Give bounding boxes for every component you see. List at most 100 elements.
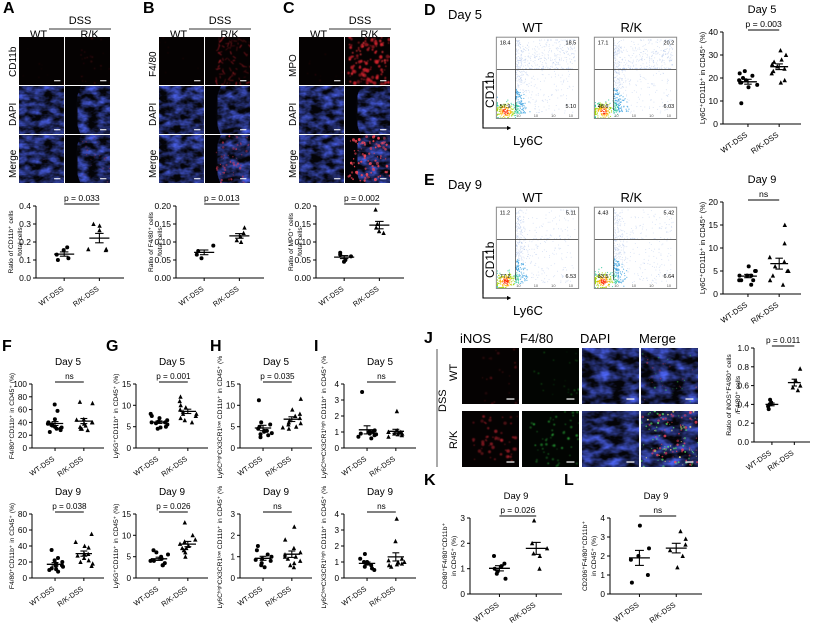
svg-text:Day 9: Day 9	[159, 487, 186, 498]
svg-text:0: 0	[713, 119, 718, 129]
svg-text:WT-DSS: WT-DSS	[719, 300, 749, 324]
svg-text:R/K-DSS: R/K-DSS	[56, 584, 86, 608]
svg-text:ns: ns	[653, 505, 662, 515]
svg-text:20: 20	[708, 197, 718, 207]
svg-text:WT-DSS: WT-DSS	[612, 600, 641, 624]
svg-text:p = 0.026: p = 0.026	[500, 505, 535, 515]
svg-text:0: 0	[334, 574, 339, 583]
svg-text:4: 4	[334, 510, 339, 519]
svg-text:60: 60	[18, 406, 28, 415]
svg-text:20.2: 20.2	[664, 41, 675, 47]
svg-text:Ly6CʰⁱᵍʰCX3CR1ˡᵒʷ CD11b⁺ in CD: Ly6CʰⁱᵍʰCX3CR1ˡᵒʷ CD11b⁺ in CD45⁺ (%)	[216, 486, 224, 608]
svg-text:R/K-DSS: R/K-DSS	[160, 454, 190, 478]
svg-text:5: 5	[230, 423, 235, 432]
svg-text:10: 10	[122, 401, 132, 410]
svg-text:40: 40	[708, 27, 718, 37]
svg-text:Day 9: Day 9	[263, 487, 290, 498]
svg-text:/total cells: /total cells	[17, 227, 24, 257]
svg-text:Day 5: Day 5	[748, 4, 777, 16]
svg-text:0.8: 0.8	[737, 362, 749, 372]
svg-text:0: 0	[22, 444, 27, 453]
svg-text:0.20: 0.20	[154, 201, 171, 211]
svg-text:18.5: 18.5	[566, 41, 577, 47]
svg-text:WT-DSS: WT-DSS	[132, 584, 161, 608]
svg-text:40: 40	[18, 418, 28, 427]
svg-text:Ly6G⁺CD11b⁺ in CD45⁺ (%): Ly6G⁺CD11b⁺ in CD45⁺ (%)	[113, 504, 120, 589]
svg-text:60: 60	[18, 526, 28, 535]
svg-text:R/K-DSS: R/K-DSS	[56, 454, 86, 478]
svg-text:3: 3	[460, 513, 465, 523]
svg-text:5.11: 5.11	[566, 211, 576, 217]
svg-text:0.0: 0.0	[737, 437, 749, 447]
svg-text:0: 0	[126, 574, 131, 583]
svg-text:2: 2	[334, 542, 339, 551]
svg-text:5.10: 5.10	[566, 104, 577, 110]
svg-text:Ly6CˡᵒʷCX3CR1ʰⁱᵍʰ CD11b⁺ in CD: Ly6CˡᵒʷCX3CR1ʰⁱᵍʰ CD11b⁺ in CD45⁺ (%)	[320, 486, 328, 608]
svg-text:2: 2	[460, 538, 465, 548]
svg-text:p = 0.038: p = 0.038	[52, 502, 87, 511]
svg-text:ns: ns	[377, 502, 386, 511]
svg-text:p = 0.002: p = 0.002	[344, 193, 380, 203]
svg-text:4: 4	[334, 380, 339, 389]
svg-text:/total cells: /total cells	[157, 227, 164, 257]
svg-text:1.0: 1.0	[737, 343, 749, 353]
svg-text:WT-DSS: WT-DSS	[317, 284, 346, 308]
svg-text:18.4: 18.4	[500, 41, 511, 47]
svg-text:10: 10	[226, 401, 236, 410]
svg-text:0: 0	[230, 574, 235, 583]
svg-text:15: 15	[226, 380, 236, 389]
svg-text:R/K-DSS: R/K-DSS	[368, 584, 398, 608]
svg-text:10: 10	[708, 243, 718, 253]
svg-text:2: 2	[600, 551, 605, 561]
svg-text:80: 80	[18, 510, 28, 519]
svg-text:Ly6C⁺CD11b⁺ in CD45⁺ (%): Ly6C⁺CD11b⁺ in CD45⁺ (%)	[698, 32, 707, 124]
svg-text:0.4: 0.4	[19, 201, 31, 211]
svg-text:10: 10	[708, 96, 718, 106]
svg-text:0.2: 0.2	[737, 418, 749, 428]
svg-text:Ly6C⁺CD11b⁺ in CD45⁺ (%): Ly6C⁺CD11b⁺ in CD45⁺ (%)	[698, 202, 707, 294]
svg-text:Day 5: Day 5	[159, 357, 186, 368]
svg-text:15: 15	[122, 380, 132, 389]
svg-text:0: 0	[126, 444, 131, 453]
svg-text:p = 0.026: p = 0.026	[156, 502, 191, 511]
svg-text:Day 9: Day 9	[644, 491, 669, 502]
svg-text:WT-DSS: WT-DSS	[236, 454, 265, 478]
svg-text:ns: ns	[377, 372, 386, 381]
svg-text:p = 0.003: p = 0.003	[745, 19, 782, 29]
svg-text:WT-DSS: WT-DSS	[132, 454, 161, 478]
svg-text:3: 3	[334, 526, 339, 535]
svg-text:Day 9: Day 9	[504, 491, 529, 502]
svg-text:0: 0	[334, 444, 339, 453]
svg-text:p = 0.033: p = 0.033	[64, 193, 100, 203]
svg-text:0.00: 0.00	[154, 273, 171, 283]
svg-text:0: 0	[460, 589, 465, 599]
svg-text:R/K-DSS: R/K-DSS	[160, 584, 190, 608]
svg-text:4.43: 4.43	[598, 211, 609, 217]
svg-text:6.53: 6.53	[566, 274, 577, 280]
svg-text:R/K-DSS: R/K-DSS	[508, 600, 538, 624]
svg-text:2: 2	[230, 531, 235, 540]
svg-text:WT-DSS: WT-DSS	[340, 454, 369, 478]
svg-text:R/K-DSS: R/K-DSS	[264, 584, 294, 608]
svg-text:p = 0.035: p = 0.035	[260, 372, 295, 381]
svg-text:Ratio of iNOS⁺F4/80⁺ cells: Ratio of iNOS⁺F4/80⁺ cells	[726, 354, 733, 436]
svg-text:30: 30	[708, 50, 718, 60]
svg-text:in CD45⁺ (%): in CD45⁺ (%)	[591, 536, 598, 577]
svg-text:R/K-DSS: R/K-DSS	[749, 300, 780, 324]
svg-text:3: 3	[334, 396, 339, 405]
svg-text:10: 10	[122, 531, 132, 540]
svg-text:11.2: 11.2	[500, 211, 510, 217]
svg-text:0.20: 0.20	[294, 201, 311, 211]
svg-text:20: 20	[18, 431, 28, 440]
svg-text:2: 2	[334, 412, 339, 421]
svg-text:0: 0	[22, 574, 27, 583]
svg-text:WT-DSS: WT-DSS	[177, 284, 206, 308]
svg-text:0: 0	[230, 444, 235, 453]
svg-text:p = 0.013: p = 0.013	[204, 193, 240, 203]
svg-text:0: 0	[713, 289, 718, 299]
svg-text:F4/80⁺CD11b⁺ in CD45⁺ (%): F4/80⁺CD11b⁺ in CD45⁺ (%)	[9, 373, 16, 459]
svg-text:17.1: 17.1	[598, 41, 609, 47]
svg-text:Day 5: Day 5	[367, 357, 394, 368]
svg-text:Day 9: Day 9	[367, 487, 394, 498]
svg-text:15: 15	[122, 510, 132, 519]
